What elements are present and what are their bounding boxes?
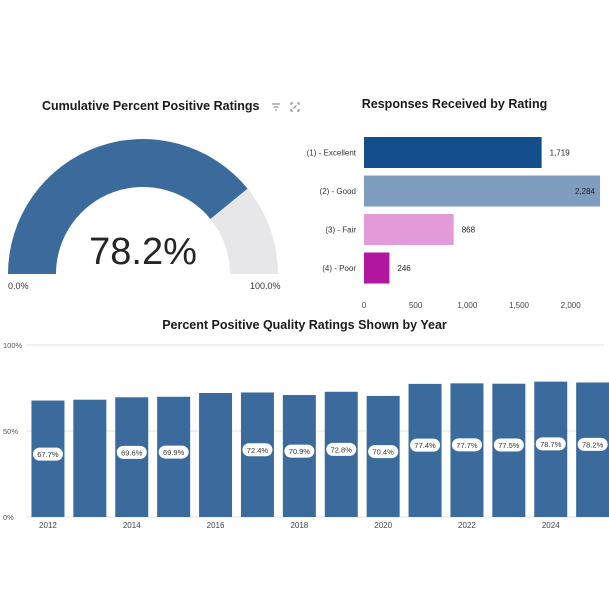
responses-chart-panel: Responses Received by Rating (1) - Excel… (300, 92, 609, 317)
data-label: 70.9% (289, 447, 311, 456)
rating-value-label: 246 (397, 264, 411, 273)
data-label: 72.4% (247, 446, 269, 455)
data-label: 67.7% (37, 450, 59, 459)
data-label: 77.7% (456, 441, 478, 450)
gauge-fill (8, 138, 248, 274)
data-label-pill (116, 445, 147, 459)
data-label: 69.6% (121, 448, 143, 457)
y-tick-label: 50% (3, 427, 18, 436)
gauge-title: Cumulative Percent Positive Ratings (42, 99, 300, 113)
data-label: 69.9% (163, 448, 185, 457)
x-tick-label: 2024 (542, 521, 560, 530)
data-label: 72.8% (331, 445, 353, 454)
data-label: 77.4% (414, 441, 436, 450)
data-label: 77.5% (498, 441, 520, 450)
x-tick-label: 2020 (374, 521, 392, 530)
rating-value-label: 2,284 (575, 187, 596, 196)
gauge-title-text: Cumulative Percent Positive Ratings (42, 99, 260, 113)
gauge-value: 78.2% (89, 231, 197, 273)
rating-category-label: (3) - Fair (325, 226, 356, 235)
responses-chart-title: Responses Received by Rating (361, 97, 548, 111)
x-tick-label: 2014 (123, 521, 141, 530)
yearly-chart-svg: 100% 50% 0% 67.7% 69.6% 69.9% 72.4% 70.9% 72.8% 7… (3, 341, 609, 530)
rating-bar[interactable] (364, 214, 454, 245)
rating-category-label: (4) - Poor (322, 264, 356, 273)
data-label: 70.4% (373, 448, 395, 457)
rating-value-label: 1,719 (550, 149, 571, 158)
year-bar[interactable] (73, 399, 107, 517)
filter-icon[interactable] (271, 102, 281, 112)
x-tick-label: 2,000 (561, 301, 582, 310)
x-tick-label: 2012 (39, 521, 57, 530)
data-label-pill (493, 438, 524, 452)
rating-category-label: (1) - Excellent (307, 149, 357, 158)
gauge-svg: 78.2% 0.0% 100.0% (8, 138, 281, 291)
gauge-panel: Cumulative Percent Positive Ratings 78.2… (0, 92, 300, 302)
data-label-pill (242, 443, 273, 457)
rating-bar[interactable] (364, 252, 390, 284)
rating-value-label: 868 (462, 226, 476, 235)
yearly-chart-panel: Percent Positive Quality Ratings Shown b… (0, 315, 609, 535)
data-label-pill (410, 438, 441, 452)
data-label-pill (326, 442, 357, 456)
yearly-chart-title: Percent Positive Quality Ratings Shown b… (162, 318, 447, 332)
x-tick-label: 1,500 (509, 301, 530, 310)
responses-chart-svg: (1) - Excellent 1,719 (2) - Good 2,284 (3) -… (307, 137, 601, 310)
data-label-pill (577, 437, 608, 451)
data-label-pill (284, 444, 315, 458)
gauge-max-label: 100.0% (250, 281, 281, 291)
x-tick-label: 2022 (458, 521, 476, 530)
y-tick-label: 100% (3, 341, 23, 350)
x-tick-label: 500 (409, 301, 423, 310)
data-label: 78.7% (540, 440, 562, 449)
rating-bar[interactable] (364, 175, 601, 207)
y-tick-label: 0% (3, 513, 14, 522)
x-tick-label: 0 (362, 301, 367, 310)
data-label-pill (368, 445, 399, 459)
rating-bar[interactable] (364, 137, 542, 168)
year-bar[interactable] (199, 392, 233, 517)
x-tick-label: 1,000 (457, 301, 478, 310)
gauge-track (210, 188, 278, 274)
rating-category-label: (2) - Good (320, 187, 356, 196)
gauge-min-label: 0.0% (8, 281, 29, 291)
x-tick-label: 2016 (207, 521, 225, 530)
focus-mode-icon[interactable] (290, 102, 300, 112)
data-label-pill (535, 437, 566, 451)
data-label-pill (158, 445, 189, 459)
data-label: 78.2% (582, 440, 604, 449)
x-tick-label: 2018 (290, 521, 308, 530)
data-label-pill (32, 447, 63, 461)
data-label-pill (451, 438, 482, 452)
